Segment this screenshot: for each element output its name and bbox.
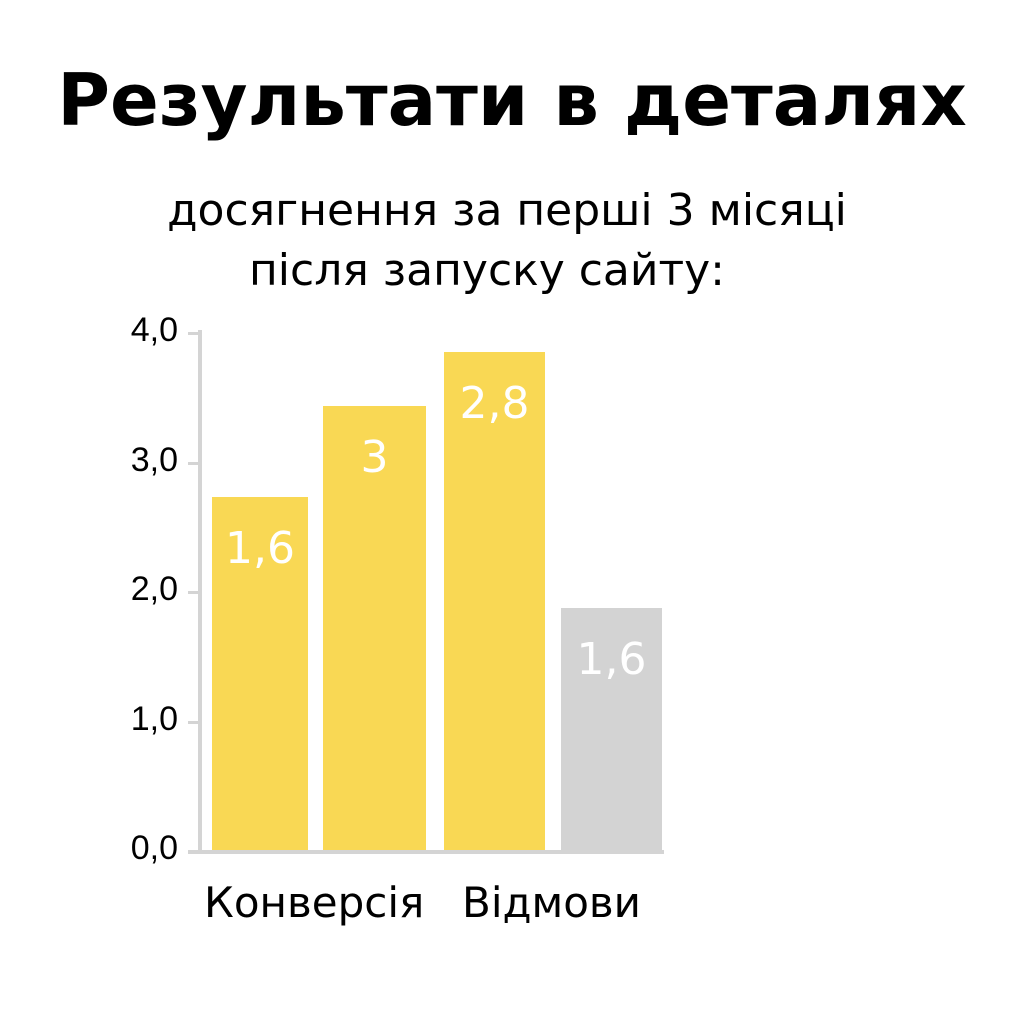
subtitle-line-1: досягнення за перші 3 місяці bbox=[167, 185, 847, 236]
y-tick-mark bbox=[188, 461, 200, 465]
x-tick-label-bounces: Відмови bbox=[462, 878, 641, 927]
y-tick-mark bbox=[188, 332, 200, 335]
page-title: Результати в деталях bbox=[57, 58, 967, 142]
y-tick-label: 2,0 bbox=[130, 570, 178, 608]
x-axis-line bbox=[188, 850, 664, 854]
bar-1: 1,6 bbox=[212, 497, 308, 851]
bar-value-label: 2,8 bbox=[459, 378, 530, 430]
y-axis-line bbox=[198, 330, 202, 854]
y-tick-label: 1,0 bbox=[130, 699, 178, 738]
bar-2: 3 bbox=[323, 405, 426, 851]
subtitle-line-2: після запуску сайту: bbox=[249, 245, 725, 296]
bar-value-label: 1,6 bbox=[225, 523, 295, 575]
y-tick-label: 4,0 bbox=[130, 311, 178, 349]
y-tick-mark bbox=[188, 720, 200, 724]
x-tick-label-conversion: Конверсія bbox=[204, 878, 425, 927]
bar-4: 1,6 bbox=[561, 607, 662, 851]
bar-value-label: 1,6 bbox=[576, 633, 647, 685]
bar-3: 2,8 bbox=[444, 352, 545, 851]
y-tick-label: 3,0 bbox=[130, 440, 178, 479]
y-tick-mark bbox=[188, 591, 200, 594]
y-tick-label: 0,0 bbox=[130, 829, 178, 867]
bar-value-label: 3 bbox=[360, 431, 389, 483]
